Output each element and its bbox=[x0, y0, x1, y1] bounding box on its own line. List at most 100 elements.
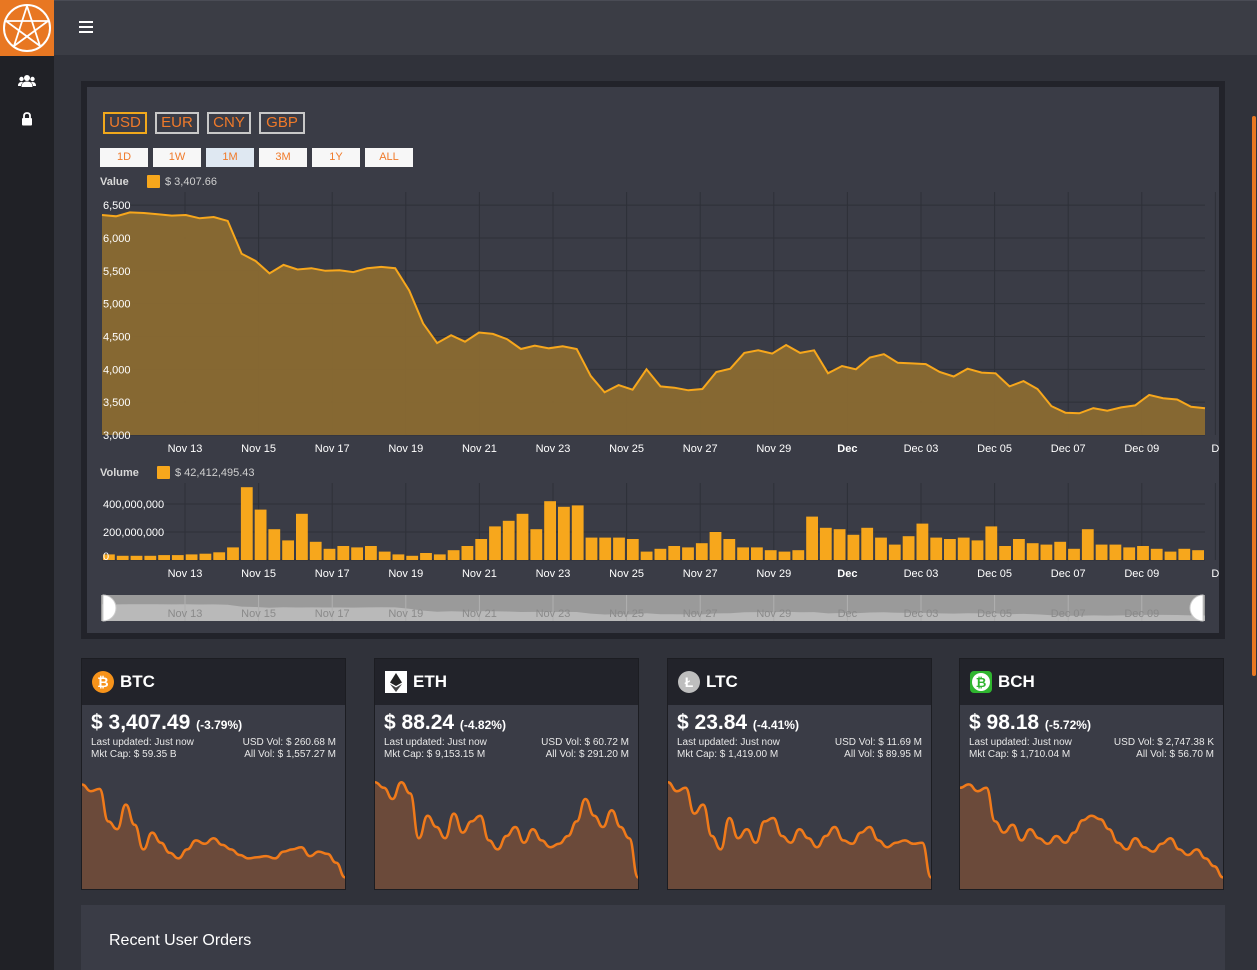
volume-bar[interactable] bbox=[337, 546, 350, 560]
volume-bar[interactable] bbox=[489, 526, 501, 560]
volume-legend-swatch[interactable] bbox=[157, 466, 170, 479]
volume-bar[interactable] bbox=[365, 546, 377, 560]
hamburger-menu-icon[interactable] bbox=[79, 21, 93, 33]
value-legend-swatch[interactable] bbox=[147, 175, 160, 188]
volume-bar[interactable] bbox=[227, 547, 239, 560]
volume-bar[interactable] bbox=[1054, 541, 1067, 560]
volume-bar[interactable] bbox=[544, 501, 556, 560]
volume-bar[interactable] bbox=[199, 553, 212, 560]
volume-bar[interactable] bbox=[1164, 551, 1177, 560]
range-1m-button[interactable]: 1M bbox=[206, 148, 254, 167]
volume-bar[interactable] bbox=[640, 551, 653, 560]
volume-bar[interactable] bbox=[682, 547, 694, 560]
bch-card[interactable]: ₿ BCH $ 98.18 (-5.72%) Last updated: Jus… bbox=[959, 658, 1224, 890]
lock-icon[interactable] bbox=[17, 111, 37, 127]
volume-bar[interactable] bbox=[695, 543, 708, 560]
volume-bar[interactable] bbox=[833, 529, 846, 560]
volume-bar[interactable] bbox=[1178, 548, 1191, 560]
volume-bar[interactable] bbox=[1068, 548, 1080, 560]
volume-bar[interactable] bbox=[916, 523, 929, 560]
volume-bar[interactable] bbox=[626, 539, 639, 560]
currency-gbp-button[interactable]: GBP bbox=[259, 112, 305, 134]
range-1y-button[interactable]: 1Y bbox=[312, 148, 360, 167]
volume-bar[interactable] bbox=[1150, 548, 1163, 560]
volume-bar[interactable] bbox=[103, 554, 115, 560]
volume-bar[interactable] bbox=[158, 555, 170, 560]
volume-bar[interactable] bbox=[116, 555, 129, 560]
volume-bar[interactable] bbox=[351, 547, 363, 560]
volume-bar[interactable] bbox=[1109, 544, 1122, 560]
volume-bar[interactable] bbox=[433, 554, 446, 560]
volume-bar[interactable] bbox=[985, 526, 998, 560]
range-all-button[interactable]: ALL bbox=[365, 148, 413, 167]
volume-bar[interactable] bbox=[764, 550, 777, 560]
volume-bar[interactable] bbox=[571, 505, 584, 560]
volume-bar[interactable] bbox=[1137, 546, 1149, 560]
range-3m-button[interactable]: 3M bbox=[259, 148, 307, 167]
pentagram-logo-icon[interactable] bbox=[0, 0, 54, 56]
volume-bar[interactable] bbox=[144, 555, 157, 560]
volume-bar[interactable] bbox=[1123, 547, 1136, 560]
volume-bar[interactable] bbox=[792, 550, 805, 560]
volume-bar[interactable] bbox=[613, 537, 625, 560]
volume-bar[interactable] bbox=[1013, 539, 1025, 560]
volume-bar[interactable] bbox=[502, 520, 515, 560]
volume-bar[interactable] bbox=[875, 537, 887, 560]
volume-bar[interactable] bbox=[751, 547, 763, 560]
volume-bar[interactable] bbox=[378, 551, 391, 560]
volume-bar[interactable] bbox=[819, 527, 832, 560]
volume-bar[interactable] bbox=[254, 509, 267, 560]
range-1d-button[interactable]: 1D bbox=[100, 148, 148, 167]
volume-bar[interactable] bbox=[957, 537, 970, 560]
ltc-card[interactable]: Ł LTC $ 23.84 (-4.41%) Last updated: Jus… bbox=[667, 658, 932, 890]
volume-bar[interactable] bbox=[737, 547, 749, 560]
volume-bar[interactable] bbox=[847, 534, 860, 560]
volume-bar[interactable] bbox=[1095, 544, 1108, 560]
volume-bar[interactable] bbox=[668, 546, 681, 560]
volume-bar[interactable] bbox=[654, 548, 667, 560]
volume-bar[interactable] bbox=[323, 548, 336, 560]
volume-bar[interactable] bbox=[599, 537, 612, 560]
currency-cny-button[interactable]: CNY bbox=[207, 112, 251, 134]
volume-bar[interactable] bbox=[778, 551, 791, 560]
volume-bar[interactable] bbox=[213, 552, 226, 560]
volume-bar[interactable] bbox=[999, 546, 1011, 560]
navigator-right-handle[interactable] bbox=[1189, 594, 1204, 622]
volume-bar[interactable] bbox=[447, 550, 460, 560]
volume-bar[interactable] bbox=[1040, 544, 1053, 560]
volume-bar[interactable] bbox=[130, 555, 143, 560]
volume-bar[interactable] bbox=[806, 516, 818, 560]
volume-bar[interactable] bbox=[240, 487, 253, 560]
volume-bar[interactable] bbox=[406, 555, 419, 560]
volume-bar[interactable] bbox=[585, 537, 598, 560]
currency-usd-button[interactable]: USD bbox=[103, 112, 147, 134]
volume-bar[interactable] bbox=[420, 553, 432, 560]
volume-bar[interactable] bbox=[558, 506, 570, 560]
volume-bar[interactable] bbox=[1026, 543, 1039, 560]
price-line[interactable] bbox=[101, 211, 1206, 415]
volume-bar[interactable] bbox=[861, 527, 874, 560]
volume-bar[interactable] bbox=[723, 539, 736, 560]
volume-bar[interactable] bbox=[268, 529, 281, 560]
users-icon[interactable] bbox=[17, 73, 37, 89]
range-1w-button[interactable]: 1W bbox=[153, 148, 201, 167]
volume-bar[interactable] bbox=[461, 546, 474, 560]
volume-bar[interactable] bbox=[185, 554, 198, 560]
volume-bar[interactable] bbox=[475, 539, 488, 560]
volume-bar[interactable] bbox=[930, 537, 943, 560]
volume-bar[interactable] bbox=[1081, 529, 1094, 560]
volume-bar[interactable] bbox=[902, 536, 915, 560]
volume-bar[interactable] bbox=[888, 544, 901, 560]
volume-bar[interactable] bbox=[516, 513, 529, 560]
volume-bar[interactable] bbox=[309, 541, 322, 560]
volume-bar[interactable] bbox=[296, 513, 308, 560]
eth-card[interactable]: ETH $ 88.24 (-4.82%) Last updated: Just … bbox=[374, 658, 639, 890]
scrollbar-thumb[interactable] bbox=[1252, 116, 1256, 676]
volume-bar[interactable] bbox=[530, 529, 543, 560]
volume-bar[interactable] bbox=[971, 540, 984, 560]
currency-eur-button[interactable]: EUR bbox=[155, 112, 199, 134]
navigator-left-handle[interactable] bbox=[102, 594, 117, 622]
volume-bar[interactable] bbox=[392, 554, 405, 560]
volume-bar[interactable] bbox=[1192, 550, 1204, 560]
btc-card[interactable]: ₿ BTC $ 3,407.49 (-3.79%) Last updated: … bbox=[81, 658, 346, 890]
